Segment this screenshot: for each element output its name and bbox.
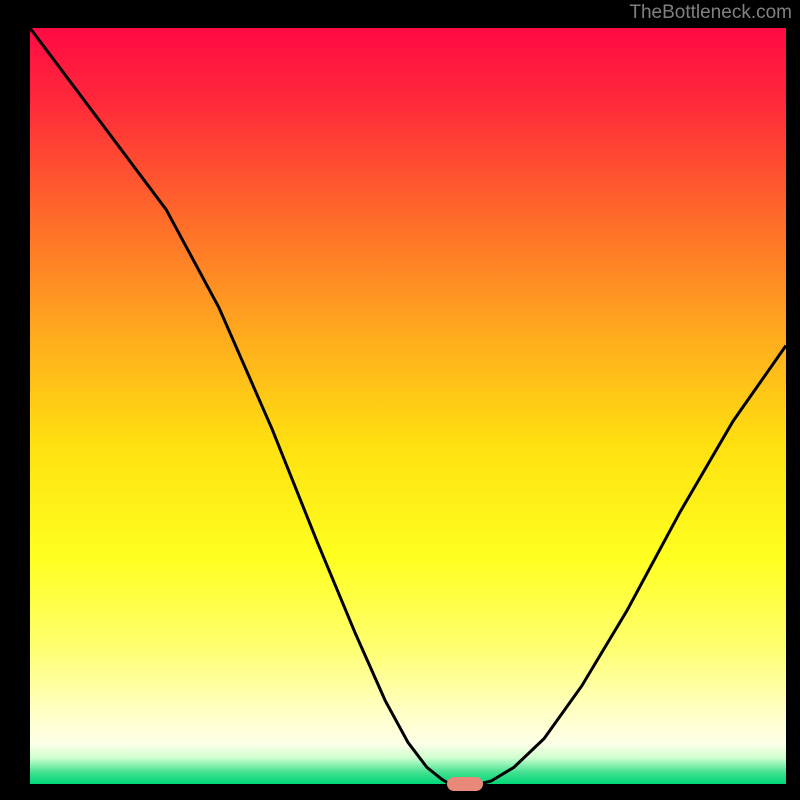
watermark-text: TheBottleneck.com: [629, 2, 792, 24]
minimum-marker: [447, 777, 483, 791]
curve-svg: [30, 28, 786, 784]
chart-container: TheBottleneck.com: [0, 0, 800, 800]
plot-area: [30, 28, 786, 784]
bottleneck-curve: [30, 28, 786, 784]
